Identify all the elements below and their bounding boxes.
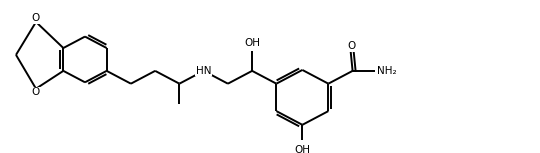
Text: O: O [347,41,356,51]
Text: O: O [32,87,40,97]
Text: OH: OH [244,38,260,49]
Text: OH: OH [294,145,310,153]
Text: NH₂: NH₂ [377,66,396,76]
Text: HN: HN [196,66,211,76]
Text: O: O [32,13,40,23]
